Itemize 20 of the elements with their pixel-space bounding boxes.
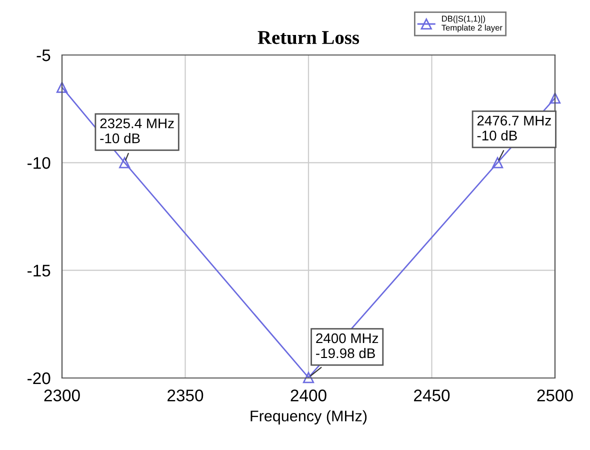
x-tick-label: 2500 bbox=[537, 390, 573, 402]
point bbox=[302, 372, 314, 384]
x-tick-label: 2450 bbox=[414, 390, 450, 402]
chart-title: Return Loss bbox=[258, 31, 360, 44]
point bbox=[56, 82, 68, 93]
x-tick-label: 2300 bbox=[44, 390, 80, 402]
y-tick-label: -10 bbox=[28, 157, 50, 169]
annotation: 2400 MHz -19.98 dB bbox=[316, 333, 378, 358]
point bbox=[119, 157, 130, 168]
y-tick-label: -20 bbox=[28, 372, 50, 384]
annotation: 2476.7 MHz -10 dB bbox=[477, 116, 551, 140]
y-tick-label: -15 bbox=[28, 264, 50, 277]
legend-label: DB(|S(1,1)|) Template 2 layer bbox=[442, 16, 502, 32]
point bbox=[549, 92, 561, 104]
x-axis-title: Frequency (MHz) bbox=[250, 410, 367, 424]
point bbox=[492, 157, 504, 168]
annotation: 2325.4 MHz -10 dB bbox=[100, 118, 174, 144]
x-tick-label: 2400 bbox=[290, 390, 326, 402]
x-tick-label: 2350 bbox=[168, 390, 204, 402]
y-tick-label: -5 bbox=[36, 50, 50, 62]
